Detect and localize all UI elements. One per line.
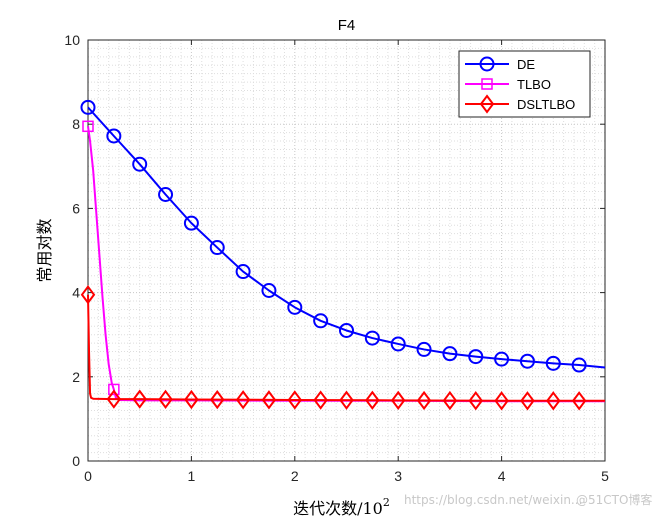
data-point-de — [183, 215, 199, 231]
data-point-de — [494, 351, 510, 367]
legend-marker — [481, 78, 493, 90]
watermark-brand: @51CTO博客 — [576, 492, 652, 507]
data-point-de — [519, 353, 535, 369]
tick-marks — [87, 39, 606, 462]
chart-title: F4 — [338, 17, 356, 34]
data-point-de — [339, 322, 354, 338]
data-point-dsltlbo — [106, 389, 122, 409]
data-point-dsltlbo — [390, 390, 406, 411]
series-line-de — [87, 106, 606, 369]
data-point-tlbo — [108, 383, 120, 396]
legend-item-dsltlbo: DSLTLBO — [465, 94, 575, 114]
y-tick-label: 4 — [72, 285, 80, 301]
x-tick-label: 4 — [498, 468, 506, 484]
data-point-dsltlbo — [365, 390, 380, 410]
data-point-de — [106, 128, 122, 144]
data-point-de — [390, 336, 406, 352]
data-point-dsltlbo — [261, 390, 277, 410]
data-point-dsltlbo — [158, 389, 173, 409]
data-point-dsltlbo — [184, 389, 199, 410]
axes-box — [87, 39, 606, 462]
data-point-de — [287, 299, 303, 315]
watermark-blog-url: https://blog.csdn.net/weixin... — [404, 493, 582, 507]
y-tick-label: 8 — [72, 116, 80, 132]
x-axis-label: 迭代次数/102 — [293, 496, 390, 518]
y-tick-label: 2 — [72, 369, 80, 385]
data-point-de — [313, 313, 329, 329]
x-axis-label-exponent: 2 — [383, 496, 390, 509]
data-point-de — [545, 355, 561, 371]
data-point-de — [158, 187, 174, 203]
data-point-dsltlbo — [287, 390, 303, 410]
x-tick-label: 2 — [291, 468, 299, 484]
series-line-dsltlbo — [87, 294, 605, 402]
data-point-dsltlbo — [468, 391, 483, 411]
data-point-dsltlbo — [80, 285, 96, 305]
data-point-dsltlbo — [339, 390, 354, 410]
series-dsltlbo — [80, 285, 605, 411]
x-axis-label-text: 迭代次数/10 — [293, 499, 383, 518]
y-axis-label: 常用对数 — [35, 218, 54, 282]
data-point-de — [209, 240, 225, 256]
legend-label: DE — [517, 57, 535, 72]
legend-item-de: DE — [465, 56, 535, 72]
legend-label: TLBO — [517, 77, 551, 92]
legend-marker — [479, 56, 495, 72]
data-point-de — [364, 330, 380, 346]
data-point-dsltlbo — [132, 389, 147, 409]
data-point-dsltlbo — [442, 390, 458, 411]
y-tick-label: 6 — [72, 200, 80, 216]
data-point-dsltlbo — [571, 391, 587, 411]
data-point-de — [442, 346, 458, 362]
legend: DE TLBO DSLTLBO — [458, 50, 591, 118]
data-point-dsltlbo — [210, 389, 225, 410]
data-point-de — [261, 282, 277, 298]
x-tick-label: 1 — [188, 468, 196, 484]
data-point-de — [80, 99, 96, 115]
x-tick-label: 3 — [394, 468, 402, 484]
data-point-dsltlbo — [546, 391, 561, 411]
data-point-de — [132, 156, 148, 172]
data-point-dsltlbo — [313, 390, 328, 410]
y-tick-label: 10 — [64, 32, 80, 48]
data-point-de — [416, 341, 432, 357]
tick-labels: 0 1 2 3 4 5 0 2 4 6 8 10 — [64, 32, 609, 484]
x-tick-label: 0 — [84, 468, 92, 484]
series-de — [80, 99, 606, 373]
x-tick-label: 5 — [601, 468, 609, 484]
series-layer — [80, 99, 606, 411]
data-point-dsltlbo — [416, 390, 432, 411]
data-point-dsltlbo — [520, 391, 535, 411]
data-point-de — [468, 349, 484, 365]
legend-marker — [479, 94, 495, 114]
data-point-de — [571, 357, 587, 373]
data-point-tlbo — [82, 120, 94, 133]
legend-item-tlbo: TLBO — [465, 77, 551, 92]
data-point-dsltlbo — [235, 390, 251, 410]
y-tick-label: 0 — [72, 453, 80, 469]
data-point-de — [235, 264, 251, 280]
data-point-dsltlbo — [494, 391, 509, 411]
legend-label: DSLTLBO — [517, 97, 575, 112]
